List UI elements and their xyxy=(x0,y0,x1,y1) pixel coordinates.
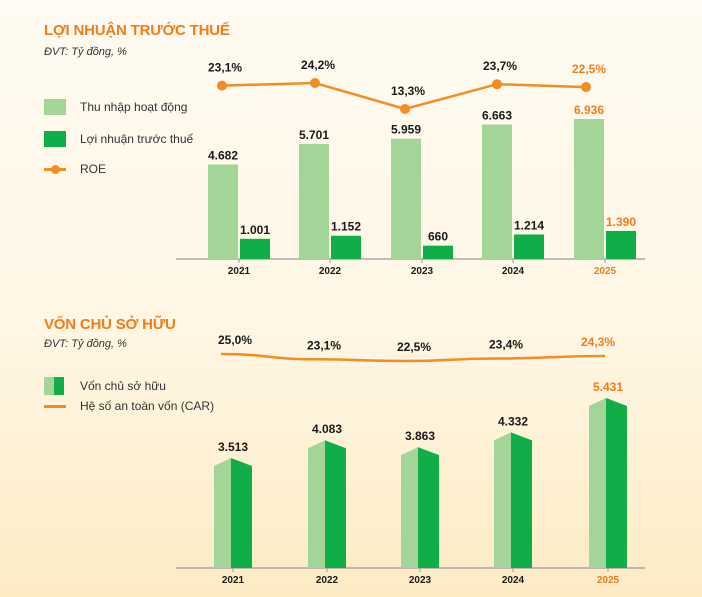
section1-unit: ĐVT: Tỷ đồng, % xyxy=(44,46,127,58)
data-label-roe: 24,2% xyxy=(301,58,335,72)
section2-title: VỐN CHỦ SỞ HỮU xyxy=(44,316,176,333)
data-label-profit-before-tax: 1.001 xyxy=(240,223,270,237)
x-tick-label: 2025 xyxy=(594,266,617,277)
data-label-car: 22,5% xyxy=(397,340,431,354)
data-label-operating-income: 6.936 xyxy=(574,103,604,117)
bar-profit-before-tax xyxy=(423,245,453,259)
bar-operating-income xyxy=(574,119,604,259)
data-label-operating-income: 5.701 xyxy=(299,128,329,142)
section2-unit: ĐVT: Tỷ đồng, % xyxy=(44,338,127,350)
data-label-equity: 4.083 xyxy=(312,422,342,436)
bar-operating-income xyxy=(208,164,238,259)
legend-item-operating-income: Thu nhập hoạt động xyxy=(44,99,187,115)
legend-label-roe: ROE xyxy=(80,162,107,176)
bar-profit-before-tax xyxy=(514,234,544,259)
data-label-operating-income: 6.663 xyxy=(482,109,512,123)
point-roe xyxy=(492,79,502,90)
legend-label-operating-income: Thu nhập hoạt động xyxy=(80,100,188,114)
bar-profit-before-tax xyxy=(606,230,636,259)
light-green-swatch-icon xyxy=(44,99,66,115)
data-label-profit-before-tax: 1.390 xyxy=(606,215,636,229)
data-label-roe: 22,5% xyxy=(572,62,606,76)
two-tone-bar-swatch-icon xyxy=(44,377,64,395)
legend-item-roe: ROE xyxy=(44,162,106,176)
bar-equity-side xyxy=(231,458,252,568)
x-tick-label: 2025 xyxy=(597,575,620,586)
legend-label-profit-before-tax: Lợi nhuận trước thuế xyxy=(80,132,194,146)
legend-item-profit-before-tax: Lợi nhuận trước thuế xyxy=(44,131,193,147)
bar-equity-side xyxy=(511,432,532,568)
data-label-profit-before-tax: 660 xyxy=(428,230,448,244)
x-tick-label: 2023 xyxy=(411,266,434,277)
bar-equity-face xyxy=(401,447,418,568)
data-label-car: 23,4% xyxy=(489,337,523,351)
bar-operating-income xyxy=(482,124,512,260)
bar-equity-face xyxy=(308,440,325,568)
point-roe xyxy=(581,82,591,93)
data-label-profit-before-tax: 1.214 xyxy=(514,218,544,232)
data-label-operating-income: 4.682 xyxy=(208,148,238,162)
point-roe xyxy=(310,78,320,88)
bar-equity-face xyxy=(589,398,606,568)
bar-profit-before-tax xyxy=(331,235,361,259)
line-with-dot-icon xyxy=(44,162,66,176)
dark-green-swatch-icon xyxy=(44,131,66,147)
data-label-equity: 4.332 xyxy=(498,414,528,428)
data-label-roe: 23,7% xyxy=(483,59,517,73)
data-label-car: 23,1% xyxy=(307,338,341,352)
data-label-operating-income: 5.959 xyxy=(391,123,421,137)
x-tick-label: 2023 xyxy=(409,575,432,586)
bar-equity-face xyxy=(214,458,231,568)
data-label-equity: 5.431 xyxy=(593,380,623,394)
point-roe xyxy=(217,80,227,91)
line-car xyxy=(220,352,606,363)
x-tick-label: 2024 xyxy=(502,266,525,277)
x-tick-label: 2021 xyxy=(228,266,251,277)
bar-operating-income xyxy=(299,143,329,259)
x-tick-label: 2022 xyxy=(319,266,342,277)
x-tick-label: 2022 xyxy=(316,575,339,586)
data-label-profit-before-tax: 1.152 xyxy=(331,220,361,234)
bar-equity-side xyxy=(606,398,627,568)
data-label-car: 24,3% xyxy=(581,335,615,349)
line-swatch-icon xyxy=(44,404,66,408)
data-label-roe: 13,3% xyxy=(391,84,425,98)
bar-equity-face xyxy=(494,432,511,568)
bar-equity-side xyxy=(325,440,346,568)
data-label-car: 25,0% xyxy=(218,333,252,347)
legend-item-car: Hệ số an toàn vốn (CAR) xyxy=(44,399,214,413)
section1-title: LỢI NHUẬN TRƯỚC THUẾ xyxy=(44,22,230,39)
data-label-equity: 3.513 xyxy=(218,440,248,454)
legend-item-equity: Vốn chủ sở hữu xyxy=(44,377,166,395)
legend-label-car: Hệ số an toàn vốn (CAR) xyxy=(80,399,215,413)
x-tick-label: 2024 xyxy=(502,575,525,586)
bar-equity-side xyxy=(418,447,439,568)
x-tick-label: 2021 xyxy=(222,575,245,586)
data-label-equity: 3.863 xyxy=(405,429,435,443)
bar-operating-income xyxy=(391,138,421,259)
legend-label-equity: Vốn chủ sở hữu xyxy=(80,379,166,393)
point-roe xyxy=(400,104,410,114)
bar-profit-before-tax xyxy=(240,238,270,259)
data-label-roe: 23,1% xyxy=(208,61,242,75)
